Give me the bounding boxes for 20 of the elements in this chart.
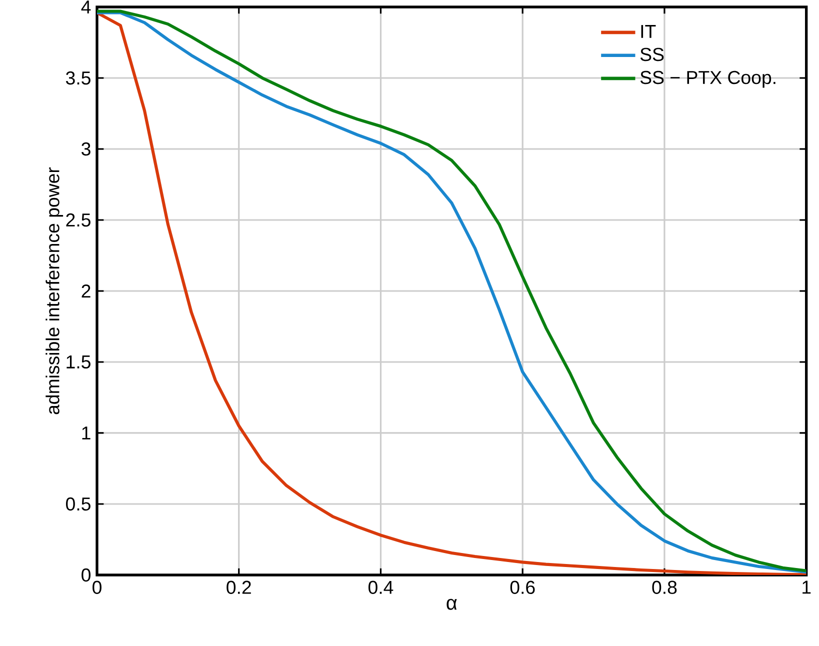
y-tick-label: 2 bbox=[82, 284, 90, 298]
x-tick-label: 1 bbox=[802, 580, 811, 594]
y-tick-label: 1 bbox=[82, 426, 90, 440]
x-tick-label: 0.6 bbox=[510, 580, 535, 594]
y-tick-label: 3 bbox=[82, 142, 90, 156]
y-tick-label: 4 bbox=[81, 0, 91, 14]
y-axis-title: admissible interference power bbox=[46, 167, 64, 414]
legend-label: SS bbox=[640, 48, 664, 62]
y-tick-label: 0.5 bbox=[66, 497, 90, 511]
y-tick-label: 3.5 bbox=[66, 71, 90, 85]
legend-label: IT bbox=[641, 25, 656, 38]
x-axis-title: α bbox=[446, 598, 457, 610]
legend-label: SS − PTX Coop. bbox=[640, 70, 776, 88]
y-tick-label: 0 bbox=[82, 568, 91, 582]
x-tick-label: 0.8 bbox=[652, 580, 677, 594]
y-tick-label: 2.5 bbox=[66, 213, 90, 227]
y-tick-label: 1.5 bbox=[66, 355, 90, 369]
x-tick-label: 0 bbox=[92, 580, 102, 594]
x-tick-label: 0.2 bbox=[226, 580, 251, 594]
x-tick-label: 0.4 bbox=[368, 580, 394, 594]
